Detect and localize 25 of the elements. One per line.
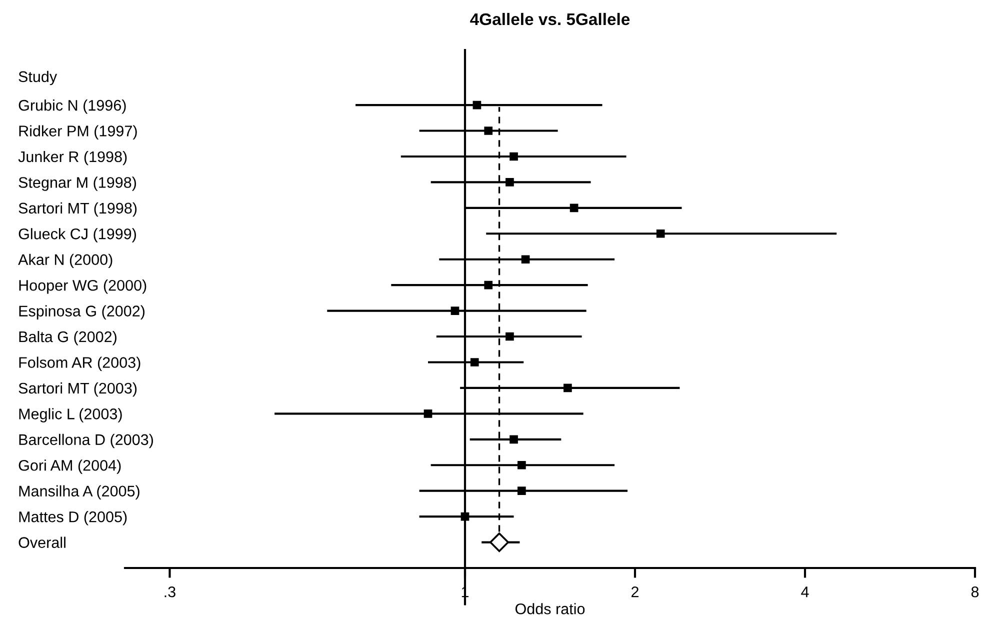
y-tick-label: Sartori MT (1998) [18,202,137,217]
y-tick-label: Folsom AR (2003) [19,356,140,371]
y-tick-label: Mattes D (2005) [19,511,127,526]
y-tick-label: Hooper WG (2000) [19,280,146,294]
y-tick-label: Overall [18,536,66,548]
x-tick-label: 4 [801,586,809,598]
y-tick-label: Gori AM (2004) [18,460,121,474]
y-tick-label: Meglic L (2003) [19,408,122,422]
y-tick-label: Glueck CJ (1999) [18,228,136,242]
y-tick-label: Akar N (2000) [18,254,112,268]
y-tick-label: Balta G (2002) [19,330,116,346]
y-tick-label: Stegnar M (1998) [18,176,136,191]
x-tick-label: 2 [632,586,638,598]
y-tick-label: Mansilha A (2005) [19,485,140,500]
y-tick-label: Junker R (1998) [18,150,127,166]
y-tick-label: Sartori MT (2003) [18,382,137,397]
x-axis-title: Odds ratio [515,603,585,614]
chart-title: 4Gallele vs. 5Gallele [470,12,630,26]
x-tick-label: 8 [971,586,979,598]
y-tick-label: Espinosa G (2002) [19,305,144,320]
y-tick-label: Barcellona D (2003) [19,434,153,448]
y-tick-label: Grubic N (1996) [18,100,126,114]
y-tick-label: Ridker PM (1997) [19,125,137,140]
x-tick-label: .3 [164,586,176,598]
y-axis-title: Study [18,70,58,86]
